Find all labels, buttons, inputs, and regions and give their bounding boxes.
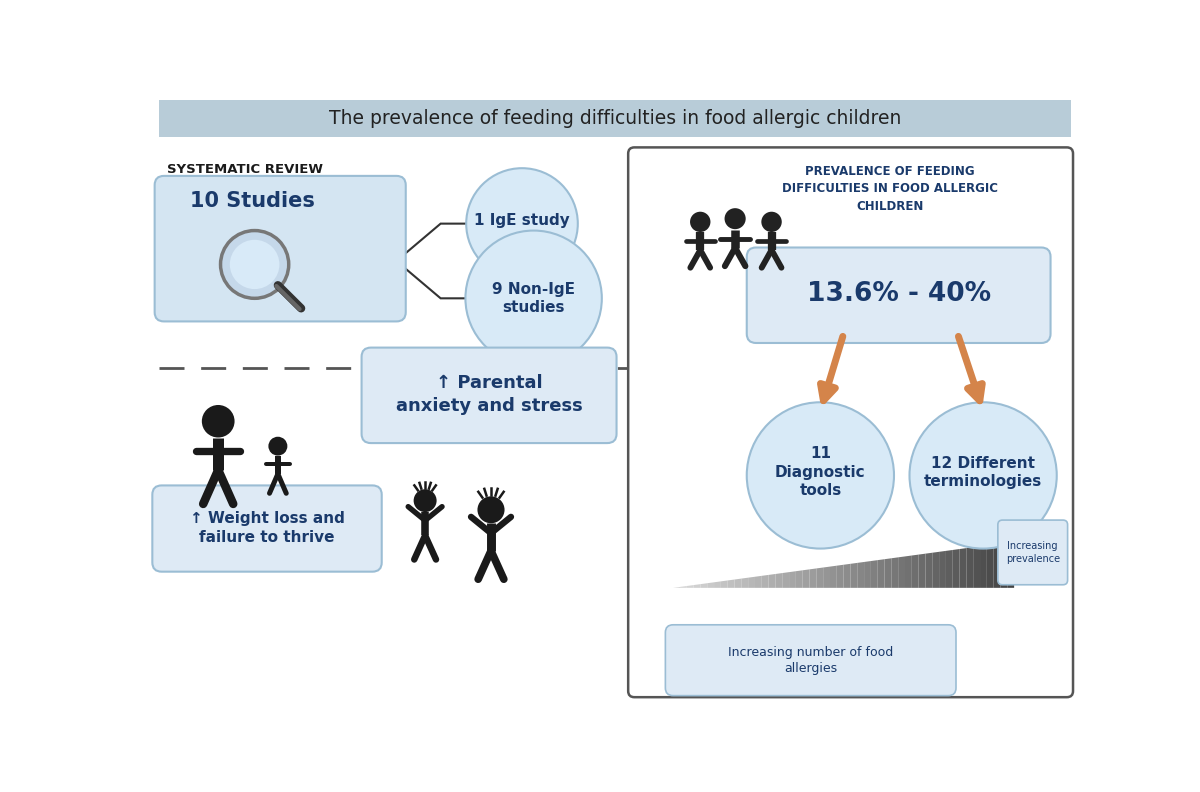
- Circle shape: [761, 211, 781, 232]
- Polygon shape: [701, 583, 707, 588]
- Text: Increasing number of food
allergies: Increasing number of food allergies: [728, 645, 893, 675]
- FancyBboxPatch shape: [361, 348, 617, 443]
- Text: SYSTEMATIC REVIEW: SYSTEMATIC REVIEW: [167, 163, 323, 177]
- FancyBboxPatch shape: [665, 625, 956, 695]
- Circle shape: [230, 240, 280, 289]
- Polygon shape: [912, 554, 919, 588]
- FancyBboxPatch shape: [160, 100, 1070, 136]
- Polygon shape: [864, 561, 871, 588]
- Text: 9 Non-IgE
studies: 9 Non-IgE studies: [492, 281, 575, 315]
- Polygon shape: [721, 581, 727, 588]
- FancyBboxPatch shape: [998, 520, 1068, 584]
- Polygon shape: [986, 544, 994, 588]
- Circle shape: [478, 497, 504, 524]
- Polygon shape: [940, 551, 946, 588]
- Polygon shape: [816, 568, 823, 588]
- Polygon shape: [796, 570, 803, 588]
- Polygon shape: [932, 552, 940, 588]
- Polygon shape: [775, 573, 782, 588]
- Polygon shape: [871, 560, 877, 588]
- Text: 12 Different
terminologies: 12 Different terminologies: [924, 455, 1043, 489]
- Polygon shape: [727, 580, 734, 588]
- Polygon shape: [742, 577, 748, 588]
- Polygon shape: [966, 547, 973, 588]
- Polygon shape: [994, 543, 1001, 588]
- Circle shape: [466, 230, 602, 366]
- Polygon shape: [803, 569, 810, 588]
- Text: ↑ Parental
anxiety and stress: ↑ Parental anxiety and stress: [396, 375, 582, 415]
- Polygon shape: [782, 572, 790, 588]
- Circle shape: [269, 436, 287, 455]
- Polygon shape: [1007, 542, 1014, 588]
- Circle shape: [725, 208, 745, 229]
- Polygon shape: [830, 565, 836, 588]
- Text: Increasing
prevalence: Increasing prevalence: [1006, 541, 1060, 564]
- FancyBboxPatch shape: [628, 147, 1073, 697]
- Polygon shape: [714, 581, 721, 588]
- Polygon shape: [762, 575, 769, 588]
- Text: PREVALENCE OF FEEDING
DIFFICULTIES IN FOOD ALLERGIC
CHILDREN: PREVALENCE OF FEEDING DIFFICULTIES IN FO…: [782, 165, 998, 213]
- Polygon shape: [769, 574, 775, 588]
- Polygon shape: [905, 555, 912, 588]
- FancyBboxPatch shape: [152, 485, 382, 572]
- Polygon shape: [673, 587, 680, 588]
- Circle shape: [221, 230, 289, 299]
- Polygon shape: [851, 563, 857, 588]
- Polygon shape: [1001, 543, 1007, 588]
- Polygon shape: [836, 565, 844, 588]
- Polygon shape: [694, 584, 701, 588]
- Polygon shape: [877, 559, 884, 588]
- FancyBboxPatch shape: [155, 176, 406, 322]
- Text: 10 Studies: 10 Studies: [191, 191, 316, 211]
- Polygon shape: [790, 571, 796, 588]
- Polygon shape: [755, 576, 762, 588]
- Polygon shape: [960, 548, 966, 588]
- Circle shape: [414, 489, 437, 512]
- Polygon shape: [919, 554, 925, 588]
- Circle shape: [466, 168, 578, 279]
- Polygon shape: [973, 546, 980, 588]
- Text: 11
Diagnostic
tools: 11 Diagnostic tools: [775, 446, 865, 498]
- Text: The prevalence of feeding difficulties in food allergic children: The prevalence of feeding difficulties i…: [329, 109, 901, 128]
- Polygon shape: [823, 566, 830, 588]
- Text: 1 IgE study: 1 IgE study: [474, 213, 570, 228]
- Text: ↑ Weight loss and
failure to thrive: ↑ Weight loss and failure to thrive: [190, 511, 344, 545]
- Circle shape: [690, 211, 710, 232]
- Polygon shape: [686, 585, 694, 588]
- Circle shape: [202, 405, 234, 437]
- Text: 13.6% - 40%: 13.6% - 40%: [806, 281, 991, 307]
- Circle shape: [910, 402, 1057, 549]
- Polygon shape: [925, 553, 932, 588]
- Polygon shape: [844, 564, 851, 588]
- Polygon shape: [810, 569, 816, 588]
- Polygon shape: [953, 549, 960, 588]
- Polygon shape: [707, 582, 714, 588]
- Circle shape: [746, 402, 894, 549]
- Polygon shape: [748, 577, 755, 588]
- FancyBboxPatch shape: [746, 247, 1050, 343]
- Polygon shape: [884, 558, 892, 588]
- Polygon shape: [680, 586, 686, 588]
- Polygon shape: [946, 550, 953, 588]
- Polygon shape: [734, 579, 742, 588]
- Polygon shape: [892, 558, 898, 588]
- Polygon shape: [857, 562, 864, 588]
- Polygon shape: [898, 557, 905, 588]
- Polygon shape: [980, 546, 986, 588]
